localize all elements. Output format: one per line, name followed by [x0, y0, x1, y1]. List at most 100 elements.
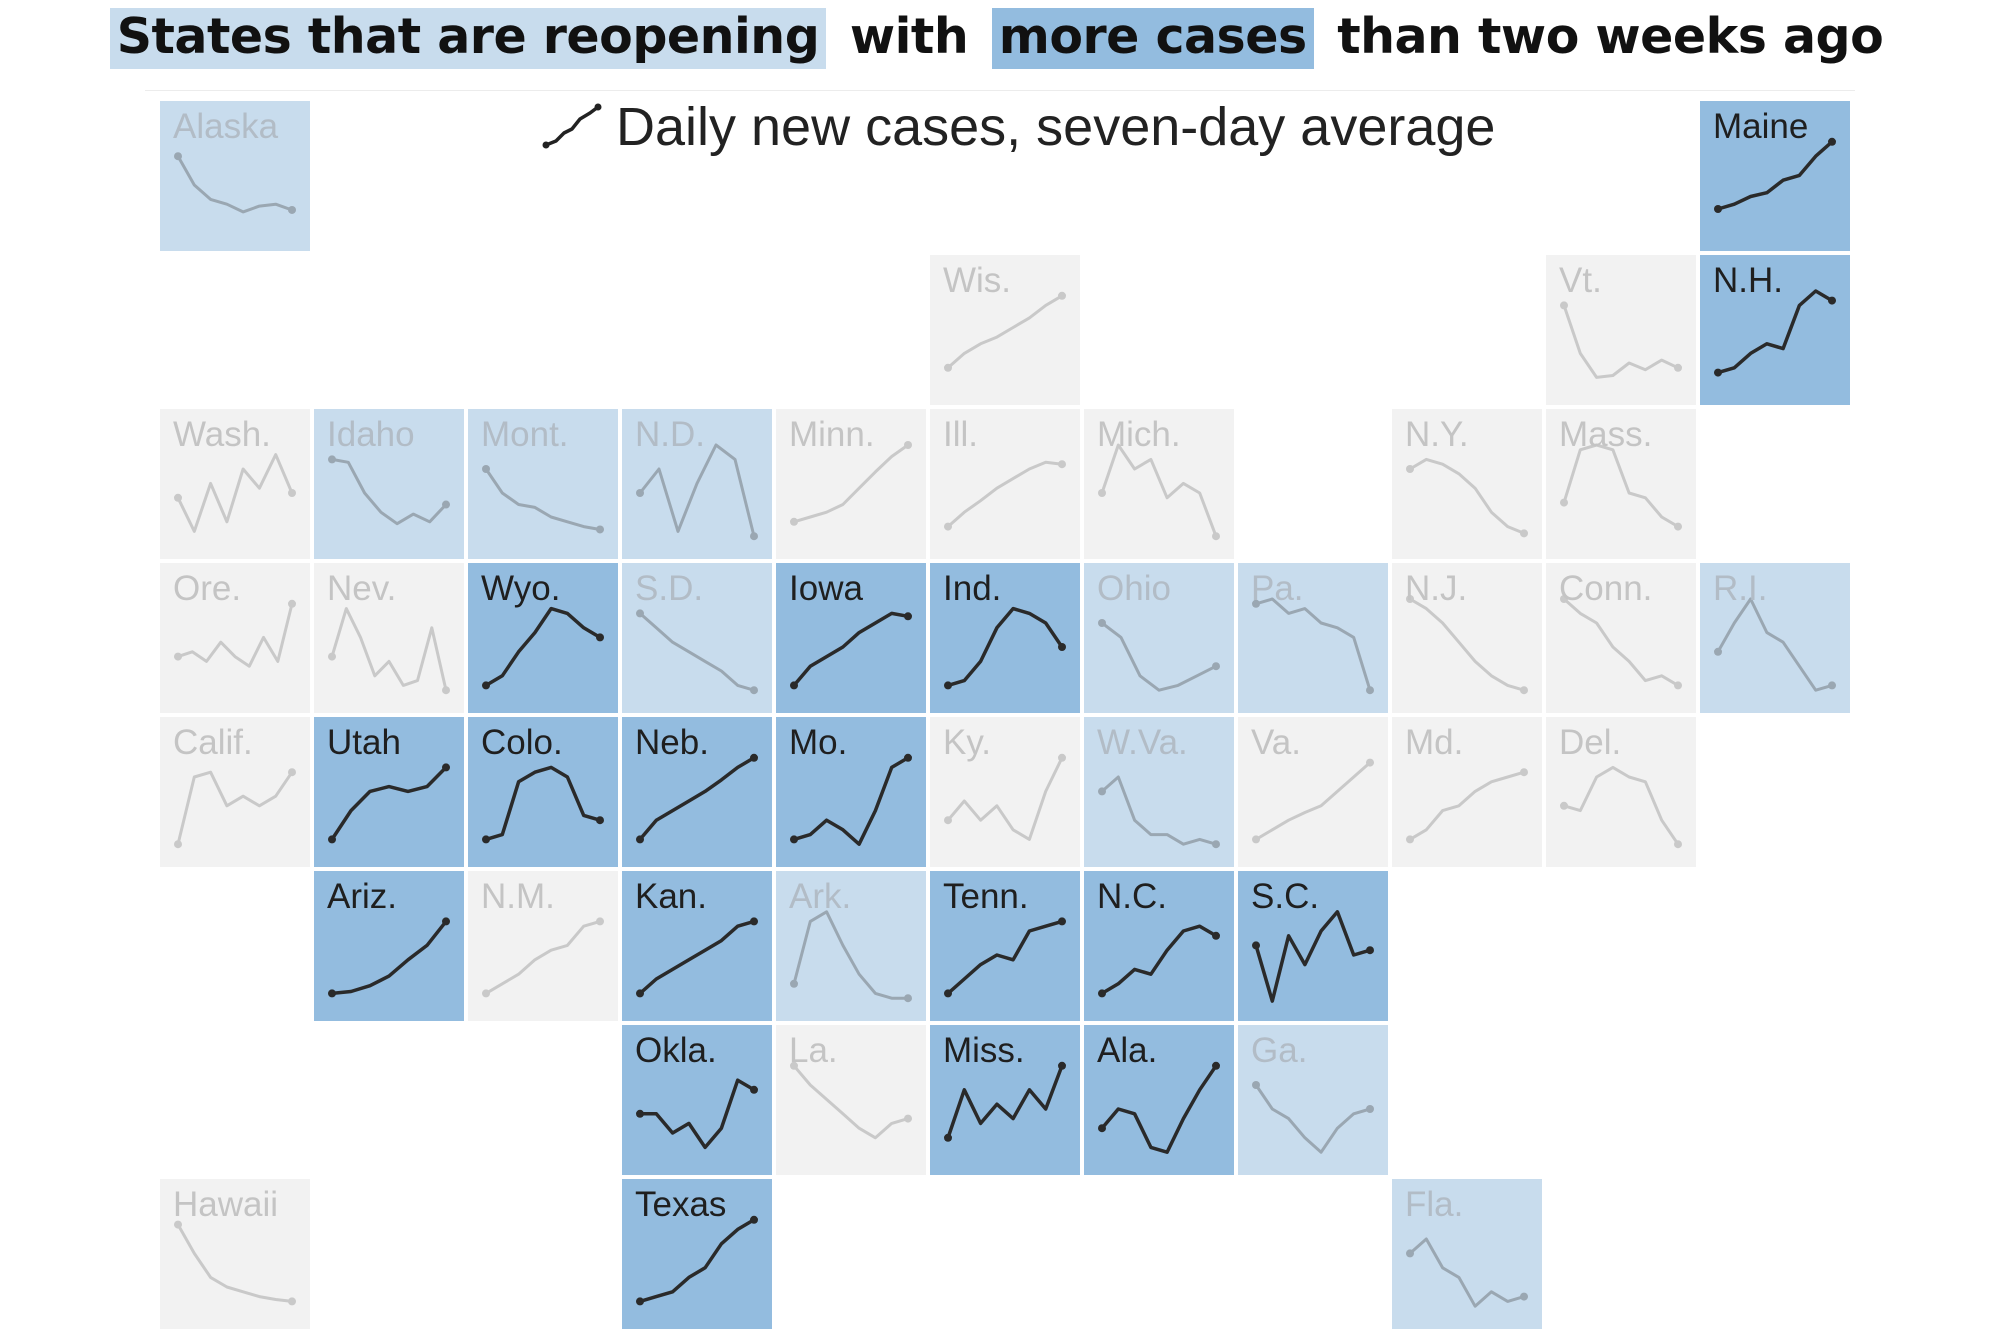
start-dot-tenn: [944, 989, 952, 998]
start-dot-n-c: [1098, 989, 1106, 998]
end-dot-n-h: [1828, 296, 1836, 305]
sparkline-md: [1406, 768, 1528, 844]
state-tile-alaska: Alaska: [160, 101, 310, 251]
state-label-ark: Ark.: [789, 877, 852, 916]
start-dot-ala: [1098, 1124, 1106, 1133]
state-label-maine: Maine: [1713, 107, 1809, 146]
start-dot-vt: [1560, 301, 1568, 310]
end-dot-n-d: [750, 532, 758, 541]
start-dot-del: [1560, 801, 1568, 810]
state-label-conn: Conn.: [1559, 569, 1653, 608]
sparkline-path-colo: [484, 765, 602, 842]
state-label-ill: Ill.: [943, 415, 978, 454]
sparkline-ohio: [1098, 619, 1220, 692]
sparkline-mont: [482, 465, 604, 534]
state-tile-mont: Mont.: [468, 409, 618, 559]
sparkline-path-del: [1562, 765, 1680, 846]
sparkline-wis: [944, 291, 1066, 372]
state-label-la: La.: [789, 1031, 838, 1070]
start-dot-wash: [174, 493, 182, 502]
sparkline-path-ky: [946, 756, 1064, 841]
sparkline-mass: [1560, 443, 1682, 531]
state-label-n-j: N.J.: [1405, 569, 1468, 608]
state-tile-nev: Nev.: [314, 563, 464, 713]
start-dot-conn: [1560, 595, 1568, 603]
state-tile-md: Md.: [1392, 717, 1542, 867]
state-tile-neb: Neb.: [622, 717, 772, 867]
state-label-texas: Texas: [635, 1185, 727, 1224]
end-dot-wis: [1058, 291, 1066, 300]
sparkline-del: [1560, 765, 1682, 849]
start-dot-mich: [1098, 489, 1106, 497]
state-tile-tenn: Tenn.: [930, 871, 1080, 1021]
sparkline-path-n-d: [638, 443, 756, 538]
start-dot-okla: [636, 1109, 644, 1118]
state-label-kan: Kan.: [635, 877, 707, 916]
state-tile-vt: Vt.: [1546, 255, 1696, 405]
state-tile-ill: Ill.: [930, 409, 1080, 559]
end-dot-iowa: [904, 612, 912, 621]
state-tile-ga: Ga.: [1238, 1025, 1388, 1175]
sparkline-ariz: [328, 917, 450, 998]
title-part-reopening: States that are reopening: [109, 8, 827, 69]
sparkline-minn: [790, 441, 912, 526]
start-dot-ark: [790, 979, 798, 988]
sparkline-calif: [174, 768, 296, 849]
end-dot-del: [1674, 840, 1682, 849]
sparkline-mo: [790, 753, 912, 846]
start-dot-neb: [636, 835, 644, 844]
sparkline-fla: [1406, 1237, 1528, 1308]
sparkline-path-okla: [638, 1078, 756, 1150]
start-dot-mont: [482, 465, 490, 473]
sparkline-path-ga: [1254, 1083, 1372, 1154]
start-dot-ariz: [328, 989, 336, 998]
state-tile-mich: Mich.: [1084, 409, 1234, 559]
state-tile-ind: Ind.: [930, 563, 1080, 713]
state-label-calif: Calif.: [173, 723, 253, 762]
state-label-va: Va.: [1251, 723, 1301, 762]
end-dot-calif: [288, 768, 296, 777]
state-tile-r-i: R.I.: [1700, 563, 1850, 713]
start-dot-n-j: [1406, 595, 1414, 603]
state-label-ga: Ga.: [1251, 1031, 1308, 1070]
state-tile-ariz: Ariz.: [314, 871, 464, 1021]
end-dot-n-j: [1520, 686, 1528, 695]
state-label-ky: Ky.: [943, 723, 991, 762]
start-dot-ohio: [1098, 619, 1106, 627]
start-dot-w-va: [1098, 787, 1106, 796]
sparkline-nev: [328, 607, 450, 695]
sparkline-n-j: [1406, 595, 1528, 695]
start-dot-miss: [944, 1133, 952, 1142]
state-label-w-va: W.Va.: [1097, 723, 1188, 762]
sparkline-path-calif: [176, 770, 294, 846]
end-dot-s-d: [750, 686, 758, 695]
start-dot-va: [1252, 835, 1260, 844]
start-dot-iowa: [790, 681, 798, 690]
state-label-mo: Mo.: [789, 723, 848, 762]
state-label-wyo: Wyo.: [481, 569, 561, 608]
sparkline-la: [790, 1061, 912, 1140]
sparkline-ala: [1098, 1061, 1220, 1154]
state-tile-iowa: Iowa: [776, 563, 926, 713]
sparkline-neb: [636, 753, 758, 844]
end-dot-md: [1520, 768, 1528, 777]
state-tile-n-h: N.H.: [1700, 255, 1850, 405]
end-dot-fla: [1520, 1292, 1528, 1301]
sparkline-path-mich: [1100, 443, 1218, 538]
state-tile-kan: Kan.: [622, 871, 772, 1021]
start-dot-s-d: [636, 609, 644, 618]
title-part-with: with: [849, 8, 969, 65]
sparkline-path-n-y: [1408, 457, 1526, 535]
start-dot-md: [1406, 835, 1414, 844]
sparkline-path-iowa: [792, 611, 910, 688]
start-dot-n-d: [636, 489, 644, 497]
state-tile-texas: Texas: [622, 1179, 772, 1329]
start-dot-minn: [790, 517, 798, 526]
start-dot-texas: [636, 1297, 644, 1306]
end-dot-w-va: [1212, 840, 1220, 849]
legend-label: Daily new cases, seven-day average: [616, 97, 1496, 157]
sparkline-n-c: [1098, 924, 1220, 998]
end-dot-alaska: [288, 205, 296, 214]
start-dot-maine: [1714, 205, 1722, 213]
sparkline-path-pa: [1254, 597, 1372, 692]
